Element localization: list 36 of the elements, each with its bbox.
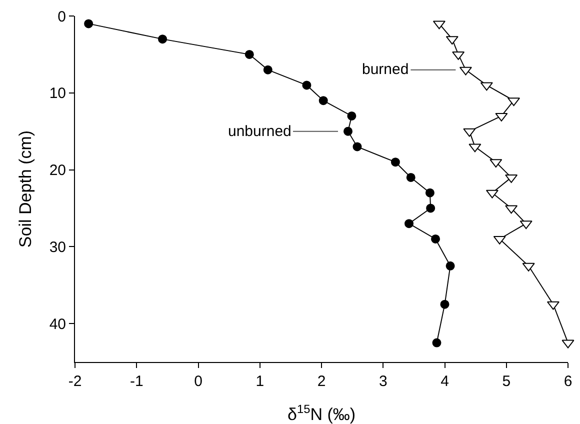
x-tick-label: 1 <box>256 373 264 390</box>
point <box>344 126 352 136</box>
y-tick-label: 40 <box>49 316 66 333</box>
point <box>432 338 442 348</box>
x-axis-title: δ$^{15}$N (‰) <box>287 402 356 424</box>
x-tick-label: 5 <box>502 373 511 390</box>
text: unburned <box>228 123 292 140</box>
point <box>404 219 414 228</box>
point <box>446 261 455 270</box>
point <box>440 300 450 309</box>
x-tick-label: 3 <box>378 373 388 390</box>
y-tick-label: 30 <box>49 238 66 256</box>
point <box>425 188 434 198</box>
y-axis-title: Soil Depth (cm) <box>16 130 35 248</box>
point <box>347 111 356 120</box>
point <box>406 172 416 182</box>
y-tick-label: 0 <box>58 8 66 26</box>
point <box>302 80 312 90</box>
point <box>431 234 440 244</box>
point <box>263 65 272 74</box>
point <box>426 204 436 213</box>
point <box>390 158 400 167</box>
y-tick-label: 10 <box>49 85 66 102</box>
x-tick-label: 4 <box>440 373 449 390</box>
x-tick-label: 0 <box>194 373 202 390</box>
x-tick-label: 6 <box>564 373 572 390</box>
point <box>352 142 362 152</box>
x-tick-label: 2 <box>317 373 326 390</box>
point <box>244 50 254 59</box>
point <box>158 34 168 44</box>
point <box>318 96 328 106</box>
text: burned <box>362 61 409 78</box>
point <box>84 19 94 28</box>
x-tick-label: -1 <box>130 373 144 390</box>
x-tick-label: -2 <box>68 373 82 390</box>
y-tick-label: 20 <box>49 162 66 180</box>
